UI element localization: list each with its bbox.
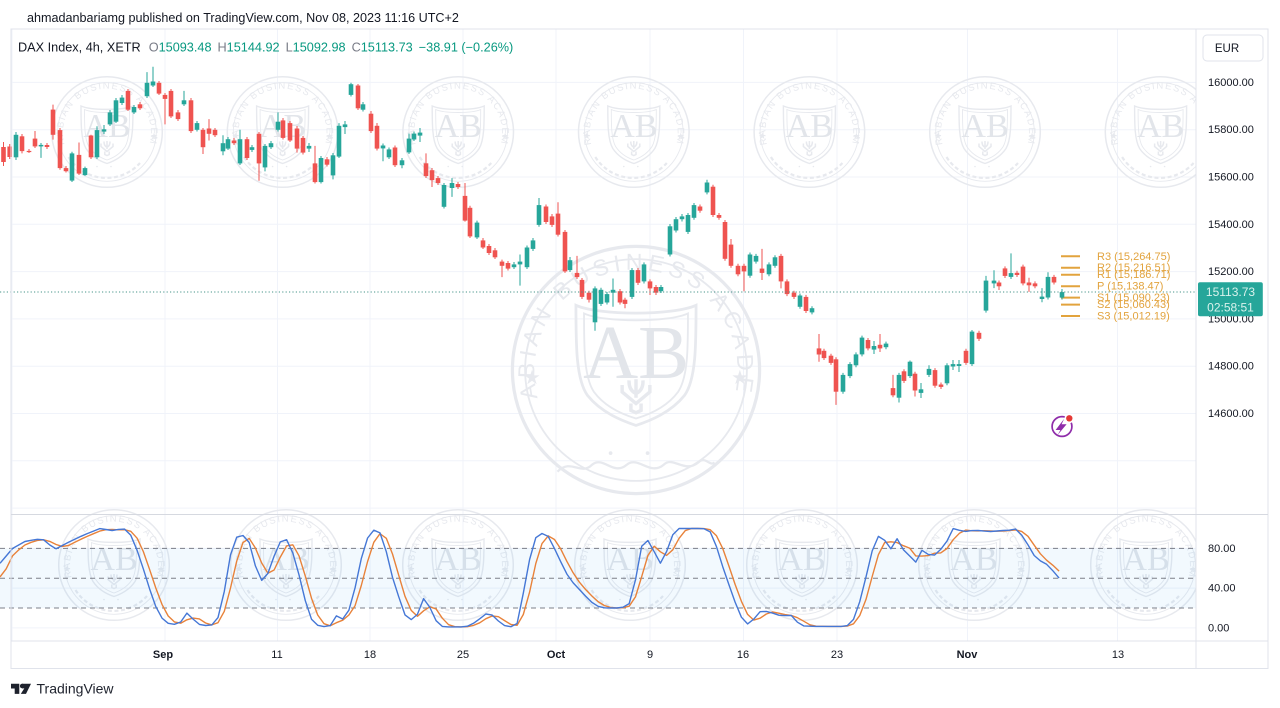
svg-text:11: 11	[271, 649, 282, 661]
svg-text:40.00: 40.00	[1208, 583, 1236, 595]
svg-text:TradingView: TradingView	[37, 681, 115, 697]
svg-text:Sep: Sep	[153, 649, 173, 661]
svg-text:16: 16	[737, 649, 749, 661]
svg-text:Oct: Oct	[547, 649, 566, 661]
svg-text:R2 (15,216.51): R2 (15,216.51)	[1097, 262, 1170, 274]
svg-text:P (15,138.47): P (15,138.47)	[1097, 281, 1163, 293]
svg-text:80.00: 80.00	[1208, 543, 1236, 555]
svg-text:14600.00: 14600.00	[1208, 408, 1254, 420]
svg-text:23: 23	[831, 649, 843, 661]
svg-text:15200.00: 15200.00	[1208, 266, 1254, 278]
svg-text:18: 18	[364, 649, 376, 661]
svg-text:15000.00: 15000.00	[1208, 313, 1254, 325]
svg-text:S1 (15,090.23): S1 (15,090.23)	[1097, 292, 1170, 304]
svg-text:ahmadanbariamg published on Tr: ahmadanbariamg published on TradingView.…	[27, 11, 459, 25]
svg-text:S2 (15,060.43): S2 (15,060.43)	[1097, 299, 1170, 311]
svg-text:25: 25	[457, 649, 469, 661]
svg-text:Nov: Nov	[957, 649, 979, 661]
svg-text:13: 13	[1112, 649, 1124, 661]
svg-text:9: 9	[647, 649, 653, 661]
svg-text:15800.00: 15800.00	[1208, 124, 1254, 136]
svg-text:15400.00: 15400.00	[1208, 219, 1254, 231]
svg-text:16000.00: 16000.00	[1208, 77, 1254, 89]
svg-text:R3 (15,264.75): R3 (15,264.75)	[1097, 251, 1170, 263]
svg-text:R1 (15,186.71): R1 (15,186.71)	[1097, 269, 1170, 281]
svg-text:15113.73: 15113.73	[1206, 285, 1255, 299]
svg-text:S3 (15,012.19): S3 (15,012.19)	[1097, 311, 1170, 323]
svg-text:14800.00: 14800.00	[1208, 361, 1254, 373]
svg-text:EUR: EUR	[1215, 43, 1239, 55]
svg-text:15600.00: 15600.00	[1208, 172, 1254, 184]
svg-text:02:58:51: 02:58:51	[1207, 301, 1254, 315]
svg-text:0.00: 0.00	[1208, 622, 1229, 634]
